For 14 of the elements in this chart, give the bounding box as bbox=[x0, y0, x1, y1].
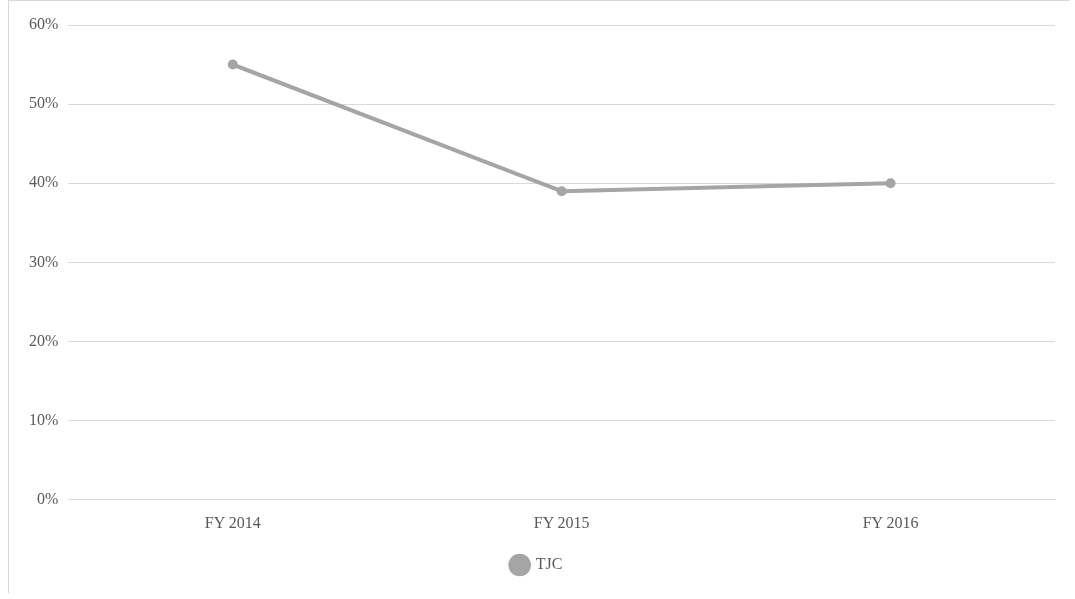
y-tick-label: 30% bbox=[29, 252, 59, 270]
x-tick-label: FY 2016 bbox=[862, 513, 919, 531]
legend-label: TJC bbox=[535, 555, 563, 573]
y-tick-label: 40% bbox=[29, 173, 59, 191]
y-tick-label: 0% bbox=[37, 490, 59, 507]
point bbox=[556, 186, 567, 197]
x-tick-label: FY 2014 bbox=[204, 513, 261, 531]
y-tick-label: 10% bbox=[29, 410, 59, 428]
y-tick-label: 50% bbox=[29, 94, 59, 112]
point bbox=[885, 178, 896, 189]
y-tick-label: 20% bbox=[29, 331, 59, 349]
point bbox=[227, 59, 238, 70]
x-tick-label: FY 2015 bbox=[533, 513, 590, 531]
y-tick-label: 60% bbox=[29, 15, 59, 33]
